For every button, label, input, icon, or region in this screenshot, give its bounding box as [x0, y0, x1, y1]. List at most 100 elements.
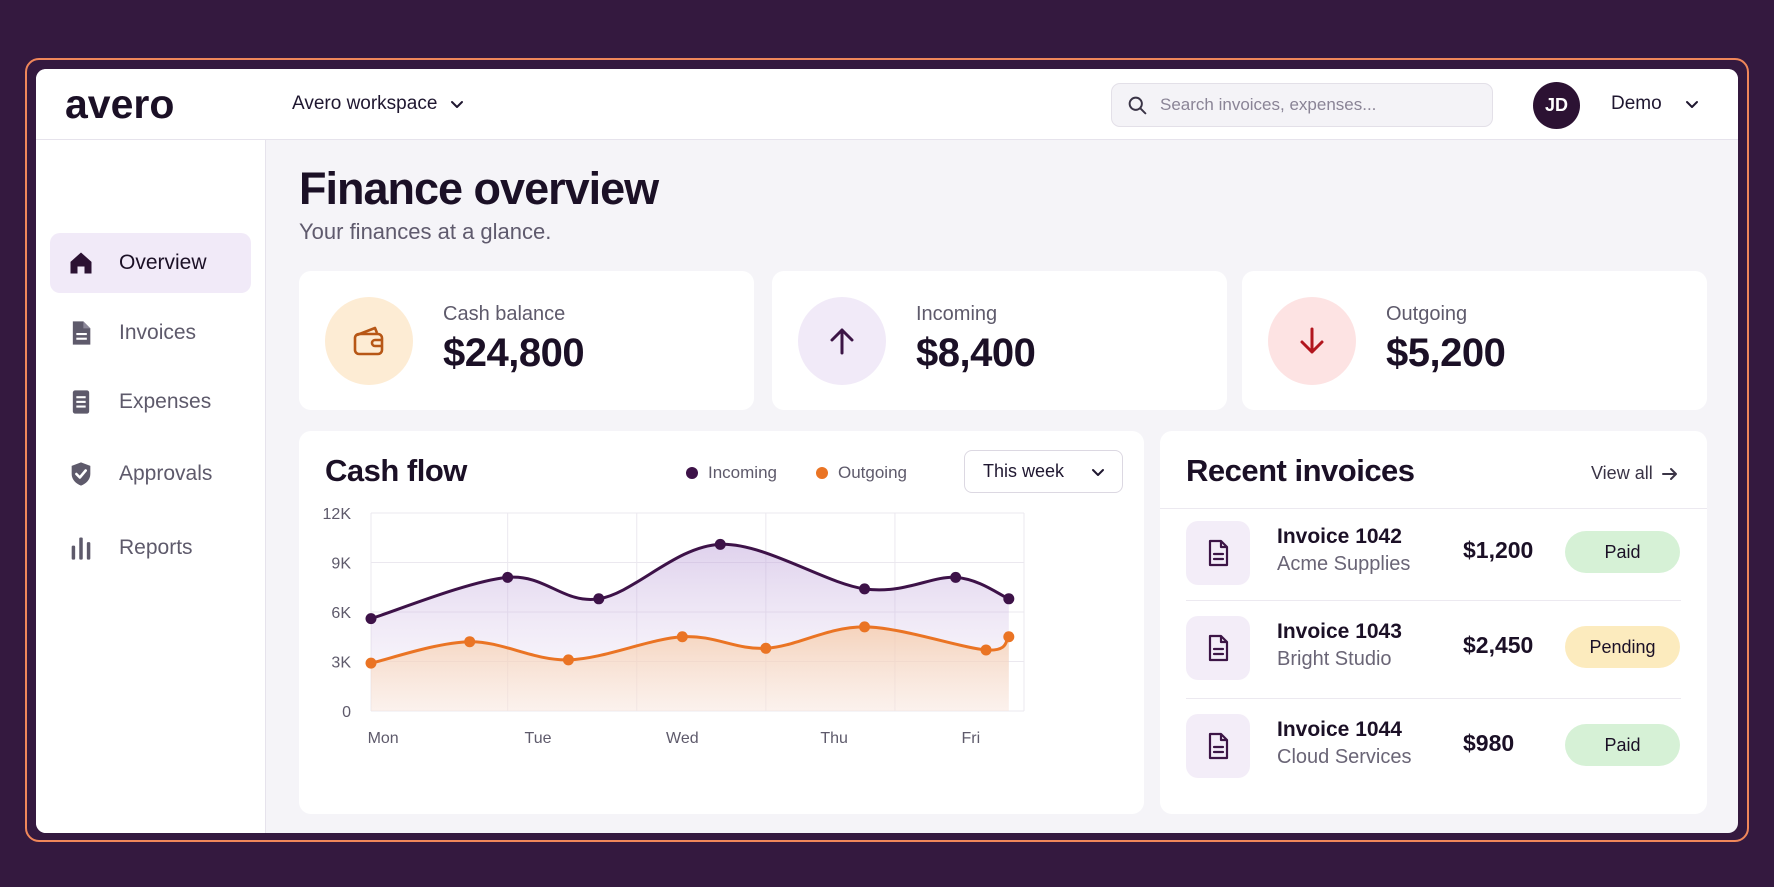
invoice-icon-box [1186, 714, 1250, 778]
divider [1160, 508, 1707, 509]
cash-flow-chart: 12K 9K 6K 3K 0 Mon Tue Wed Thu Fri [323, 506, 1025, 747]
sidebar-item-label: Invoices [119, 321, 197, 344]
sidebar-item-label: Reports [119, 536, 193, 559]
invoice-name: Invoice 1044 [1277, 718, 1402, 741]
stat-label: Cash balance [443, 303, 566, 325]
shield-check-icon [71, 462, 91, 486]
sidebar-item-label: Overview [119, 251, 207, 274]
avatar[interactable]: JD [1533, 82, 1580, 129]
range-select[interactable]: This week [964, 450, 1123, 493]
data-point [365, 613, 377, 625]
sidebar-item-expenses[interactable]: Expenses [50, 372, 251, 432]
receipt-icon [72, 390, 90, 414]
stat-label: Incoming [916, 303, 998, 325]
invoice-client: Acme Supplies [1277, 553, 1411, 575]
chevron-down-icon [451, 101, 464, 108]
invoice-icon-box [1186, 521, 1250, 585]
stat-card-cash-balance: Cash balance $24,800 [299, 271, 754, 410]
y-tick-label: 12K [323, 506, 352, 523]
cash-flow-title: Cash flow [325, 453, 467, 488]
stat-card-incoming: Incoming $8,400 [772, 271, 1227, 410]
data-point [676, 631, 688, 643]
data-point [714, 538, 726, 550]
home-icon [70, 252, 92, 274]
app-window: avero Avero workspace JD Demo Overview I… [36, 69, 1738, 833]
document-icon [72, 321, 91, 345]
sidebar-item-reports[interactable]: Reports [50, 518, 251, 578]
sidebar-item-label: Expenses [119, 390, 212, 413]
x-tick-label: Thu [820, 730, 848, 747]
chevron-down-icon [1685, 101, 1698, 108]
data-point [859, 621, 871, 633]
x-tick-label: Wed [666, 730, 699, 747]
status-badge: Paid [1565, 531, 1680, 573]
stat-value: $5,200 [1386, 331, 1506, 375]
invoice-name: Invoice 1043 [1277, 620, 1402, 643]
wallet-icon [353, 326, 384, 356]
divider [1186, 698, 1681, 699]
status-badge: Pending [1565, 626, 1680, 668]
sidebar-item-invoices[interactable]: Invoices [50, 303, 251, 363]
data-point [365, 657, 377, 669]
workspace-switcher[interactable]: Avero workspace [292, 93, 465, 115]
search-box[interactable] [1111, 83, 1493, 127]
data-point [593, 593, 605, 605]
logo[interactable]: avero [65, 81, 175, 127]
page-title: Finance overview [299, 163, 659, 214]
status-badge: Paid [1565, 724, 1680, 766]
invoice-client: Cloud Services [1277, 746, 1412, 768]
invoice-row[interactable]: Invoice 1043 Bright Studio $2,450 Pendin… [1160, 616, 1707, 706]
recent-invoices-card: Recent invoices View all Invoice 1042 Ac… [1160, 431, 1707, 814]
invoice-name: Invoice 1042 [1277, 525, 1402, 548]
series-area-outgoing [371, 626, 1009, 711]
invoice-amount: $980 [1463, 730, 1515, 756]
recent-invoices-title: Recent invoices [1186, 453, 1415, 488]
x-tick-label: Tue [525, 730, 552, 747]
legend-dot [686, 467, 698, 479]
invoice-amount: $2,450 [1463, 632, 1534, 658]
legend-label: Incoming [708, 463, 777, 482]
invoice-icon-box [1186, 616, 1250, 680]
sidebar-item-approvals[interactable]: Approvals [50, 444, 251, 504]
arrow-up-icon [830, 328, 854, 355]
invoice-amount: $1,200 [1463, 537, 1534, 563]
workspace-label: Avero workspace [292, 93, 438, 114]
y-tick-label: 3K [331, 655, 351, 672]
legend-label: Outgoing [838, 463, 907, 482]
sidebar-item-overview[interactable]: Overview [50, 233, 251, 293]
invoice-row[interactable]: Invoice 1042 Acme Supplies $1,200 Paid [1160, 521, 1707, 611]
data-point [502, 571, 514, 583]
view-all-label: View all [1591, 463, 1653, 483]
document-icon [1208, 732, 1229, 760]
stat-icon-circle [798, 297, 886, 385]
sidebar: Overview Invoices Expenses Approvals Rep… [36, 140, 266, 833]
stat-label: Outgoing [1386, 303, 1468, 325]
divider [1186, 600, 1681, 601]
data-point [1003, 631, 1015, 643]
chevron-down-icon [1092, 468, 1104, 476]
data-point [859, 583, 871, 595]
search-input[interactable] [1160, 95, 1470, 115]
stat-icon-circle [1268, 297, 1356, 385]
x-tick-label: Fri [962, 730, 981, 747]
page-subtitle: Your finances at a glance. [299, 219, 552, 244]
x-tick-label: Mon [368, 730, 399, 747]
window-frame [25, 58, 1749, 842]
legend-item-outgoing: Outgoing [816, 463, 907, 483]
data-point [980, 644, 992, 656]
legend-item-incoming: Incoming [686, 463, 777, 483]
range-select-value: This week [983, 461, 1065, 481]
user-menu[interactable]: Demo [1611, 93, 1700, 115]
y-tick-label: 9K [331, 556, 351, 573]
data-point [464, 636, 476, 648]
view-all-link[interactable]: View all [1591, 463, 1679, 484]
y-tick-label: 6K [331, 605, 351, 622]
invoice-client: Bright Studio [1277, 648, 1392, 670]
stat-icon-circle [325, 297, 413, 385]
invoice-row[interactable]: Invoice 1044 Cloud Services $980 Paid [1160, 714, 1707, 804]
data-point [1003, 593, 1015, 605]
sidebar-item-label: Approvals [119, 462, 213, 485]
series-line-outgoing [370, 625, 1010, 665]
document-icon [1208, 634, 1229, 662]
data-point [562, 654, 574, 666]
